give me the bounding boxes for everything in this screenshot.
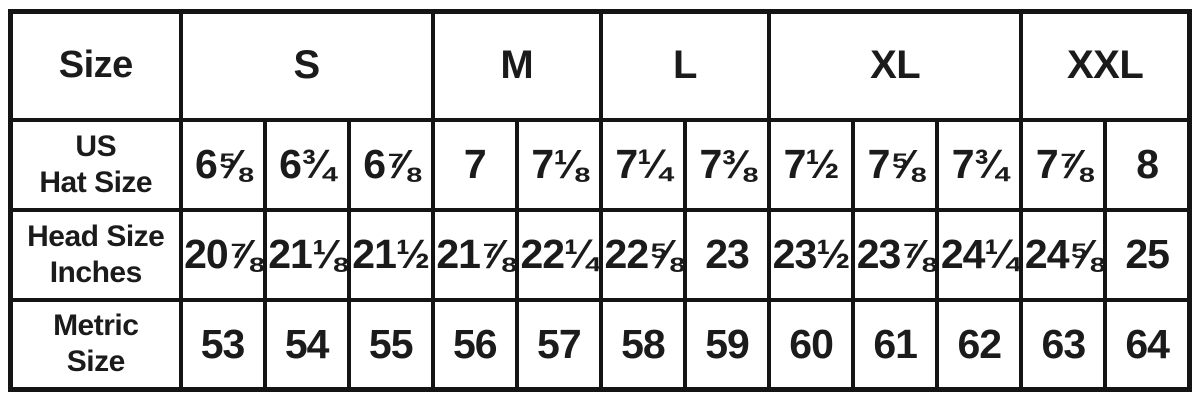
us-hat-size-value: 8: [1103, 117, 1192, 212]
head-size-value: 23: [682, 207, 772, 302]
metric-size-value: 57: [514, 297, 603, 392]
row-label-line2: Inches: [49, 255, 143, 289]
size-chart-table: Size S M L XL XXL US Hat Size 6⅝ 6¾ 6⅞ 7…: [8, 9, 1192, 392]
metric-size-value: 62: [935, 297, 1024, 392]
row-label-line2: Size: [66, 345, 126, 379]
corner-header-size: Size: [8, 9, 183, 122]
row-label-line2: Hat Size: [39, 165, 153, 199]
us-hat-size-value: 7½: [767, 117, 856, 212]
metric-size-value: 63: [1019, 297, 1108, 392]
head-size-value: 24¼: [935, 207, 1024, 302]
metric-size-row: Metric Size 53 54 55 56 57 58 59 60 61 6…: [8, 297, 1192, 392]
hat-size-chart: Size S M L XL XXL US Hat Size 6⅝ 6¾ 6⅞ 7…: [8, 9, 1192, 392]
size-group-l: L: [598, 9, 772, 122]
size-group-header-row: Size S M L XL XXL: [8, 9, 1192, 122]
us-hat-size-value: 7⅜: [682, 117, 772, 212]
us-hat-size-value: 6⅞: [346, 117, 435, 212]
us-hat-size-value: 7¼: [598, 117, 687, 212]
head-size-value: 20⅞: [178, 207, 267, 302]
head-size-value: 21⅛: [262, 207, 351, 302]
size-group-m: M: [430, 9, 603, 122]
size-group-xl: XL: [767, 9, 1024, 122]
head-size-value: 23½: [767, 207, 856, 302]
us-hat-size-value: 6⅝: [178, 117, 267, 212]
metric-size-value: 60: [767, 297, 856, 392]
metric-size-value: 56: [430, 297, 519, 392]
metric-size-value: 64: [1103, 297, 1192, 392]
row-label-head-size-inches: Head Size Inches: [8, 207, 183, 302]
head-size-value: 24⅝: [1019, 207, 1108, 302]
size-group-s: S: [178, 9, 435, 122]
us-hat-size-value: 7: [430, 117, 519, 212]
metric-size-value: 59: [682, 297, 772, 392]
us-hat-size-value: 7⅞: [1019, 117, 1108, 212]
row-label-line1: US: [75, 129, 117, 163]
us-hat-size-value: 7⅝: [851, 117, 940, 212]
head-size-value: 21⅞: [430, 207, 519, 302]
head-size-value: 22⅝: [598, 207, 687, 302]
head-size-value: 23⅞: [851, 207, 940, 302]
head-size-value: 22¼: [514, 207, 603, 302]
metric-size-value: 58: [598, 297, 687, 392]
head-size-value: 25: [1103, 207, 1192, 302]
row-label-line1: Head Size: [27, 219, 165, 253]
metric-size-value: 54: [262, 297, 351, 392]
head-size-inches-row: Head Size Inches 20⅞ 21⅛ 21½ 21⅞ 22¼ 22⅝…: [8, 207, 1192, 302]
us-hat-size-row: US Hat Size 6⅝ 6¾ 6⅞ 7 7⅛ 7¼ 7⅜ 7½ 7⅝ 7¾…: [8, 117, 1192, 212]
us-hat-size-value: 6¾: [262, 117, 351, 212]
row-label-line1: Metric: [53, 309, 139, 343]
size-group-xxl: XXL: [1019, 9, 1192, 122]
head-size-value: 21½: [346, 207, 435, 302]
metric-size-value: 55: [346, 297, 435, 392]
metric-size-value: 53: [178, 297, 267, 392]
row-label-us-hat-size: US Hat Size: [8, 117, 183, 212]
metric-size-value: 61: [851, 297, 940, 392]
us-hat-size-value: 7⅛: [514, 117, 603, 212]
row-label-metric-size: Metric Size: [8, 297, 183, 392]
us-hat-size-value: 7¾: [935, 117, 1024, 212]
